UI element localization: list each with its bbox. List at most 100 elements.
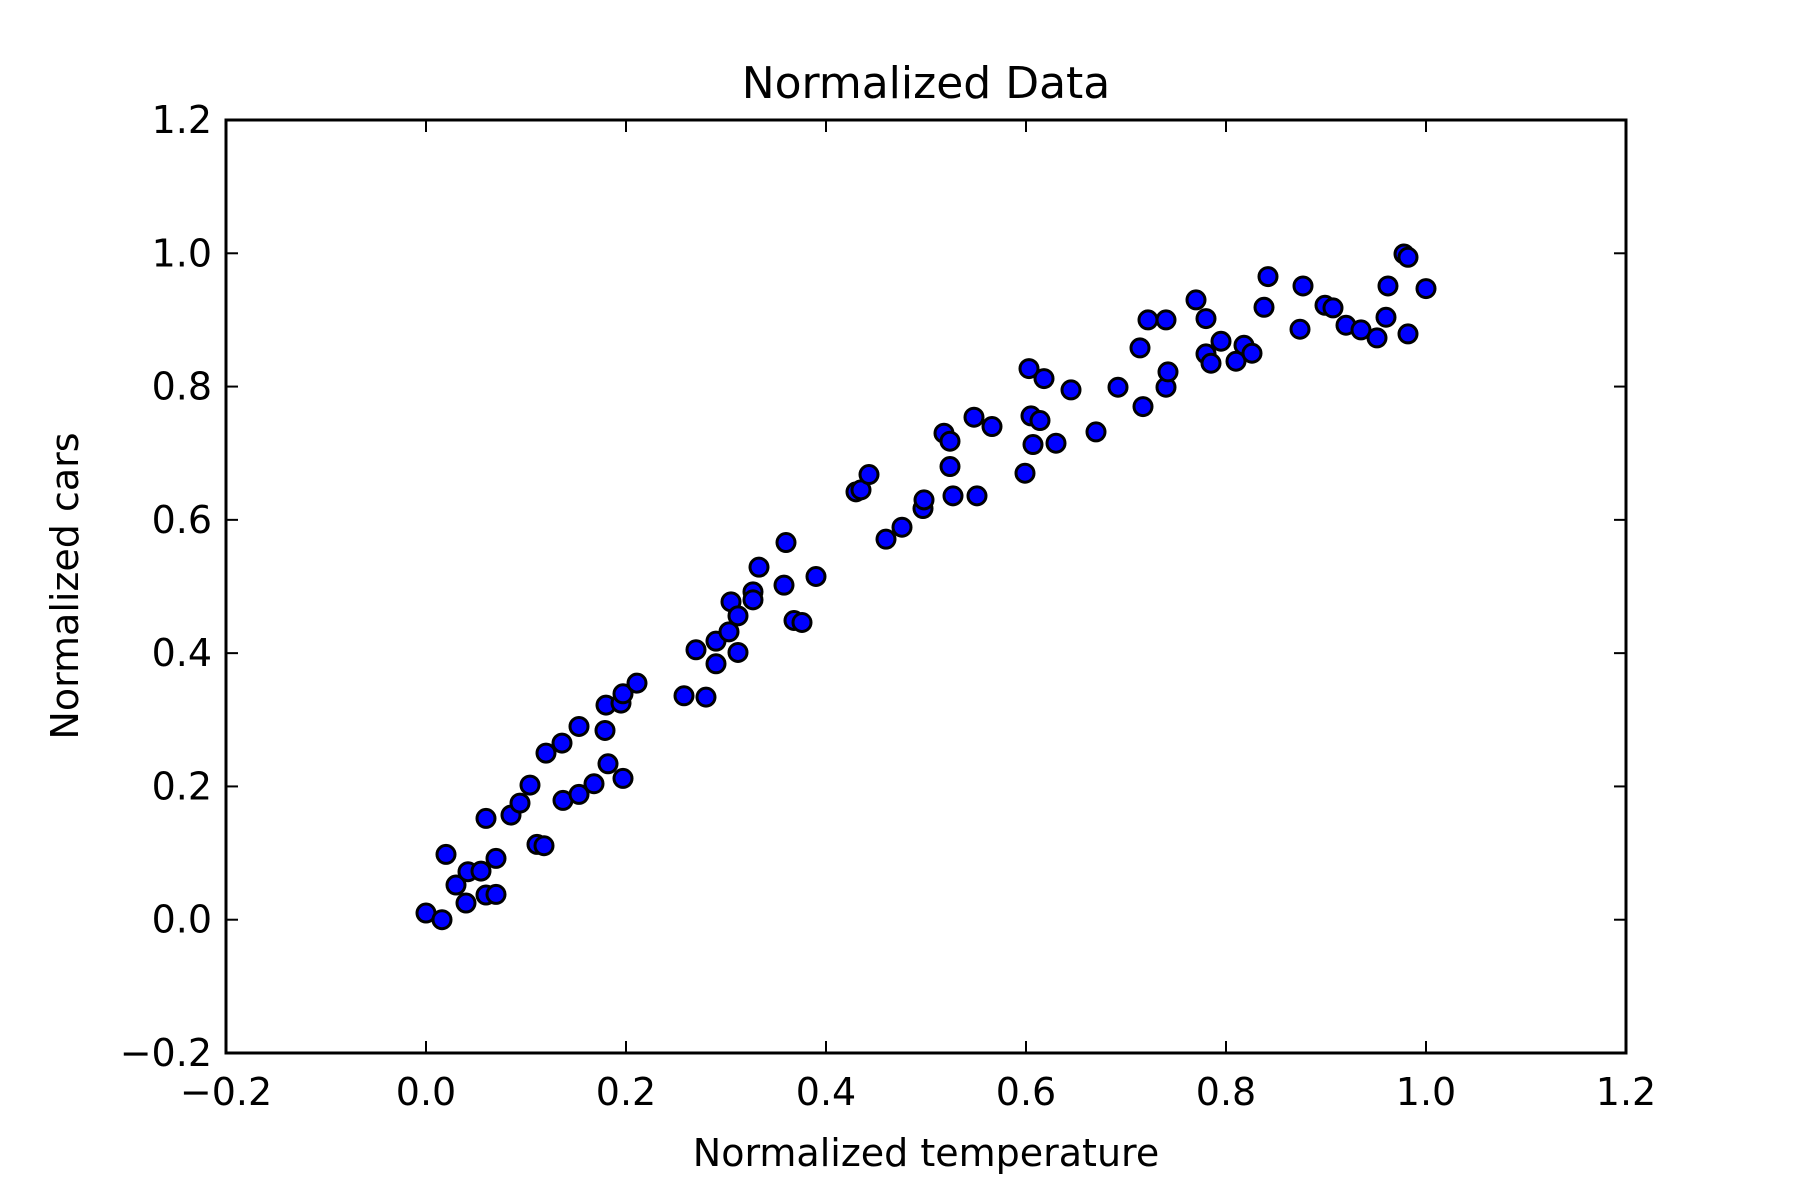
data-point (1253, 296, 1275, 318)
data-point (1018, 358, 1040, 380)
data-point (509, 792, 531, 814)
data-point (1210, 330, 1232, 352)
data-point (568, 715, 590, 737)
data-point (1375, 306, 1397, 328)
data-point (1045, 432, 1067, 454)
data-point (718, 621, 740, 643)
data-point (1377, 275, 1399, 297)
data-point (1060, 379, 1082, 401)
x-tick-label: 0.8 (1196, 1070, 1256, 1114)
y-tick-label: 1.0 (152, 231, 212, 275)
data-point (1155, 309, 1177, 331)
data-point (1022, 434, 1044, 456)
data-point (485, 883, 507, 905)
data-point (1397, 323, 1419, 345)
y-tick-label: 0.4 (152, 631, 212, 675)
x-tick-label: 0.0 (396, 1070, 456, 1114)
data-point (533, 835, 555, 857)
data-point (891, 516, 913, 538)
data-point (875, 528, 897, 550)
y-tick-label: −0.2 (120, 1031, 212, 1075)
y-tick-label: 1.2 (152, 98, 212, 142)
data-point (594, 719, 616, 741)
data-point (1137, 309, 1159, 331)
data-point (805, 566, 827, 588)
y-tick-label: 0.0 (152, 898, 212, 942)
data-point (1129, 337, 1151, 359)
data-point (1241, 342, 1263, 364)
data-point (1350, 319, 1372, 341)
x-tick-label: 0.4 (796, 1070, 856, 1114)
data-point (939, 430, 961, 452)
data-point (612, 767, 634, 789)
data-point (942, 485, 964, 507)
data-point (431, 909, 453, 931)
data-point (963, 406, 985, 428)
data-point (597, 753, 619, 775)
data-point (913, 489, 935, 511)
data-point (981, 416, 1003, 438)
data-point (1185, 289, 1207, 311)
data-point (626, 672, 648, 694)
data-point (966, 485, 988, 507)
data-point (568, 783, 590, 805)
data-point (435, 843, 457, 865)
data-point (470, 860, 492, 882)
data-point (583, 773, 605, 795)
data-point (612, 683, 634, 705)
data-point (727, 641, 749, 663)
x-tick-label: 0.2 (596, 1070, 656, 1114)
data-point (1200, 352, 1222, 374)
data-point (858, 464, 880, 486)
data-point (1257, 266, 1279, 288)
chart-title: Normalized Data (742, 58, 1111, 109)
data-point (1029, 410, 1051, 432)
data-point (939, 456, 961, 478)
data-point (1107, 376, 1129, 398)
data-point (1366, 327, 1388, 349)
data-point (519, 774, 541, 796)
data-point (705, 653, 727, 675)
data-point (727, 605, 749, 627)
data-point (1322, 297, 1344, 319)
data-point (791, 611, 813, 633)
data-point (455, 892, 477, 914)
data-points (415, 243, 1437, 931)
y-axis-label: Normalized cars (43, 432, 87, 739)
data-point (1157, 361, 1179, 383)
data-point (551, 732, 573, 754)
data-point (673, 685, 695, 707)
data-point (1085, 421, 1107, 443)
data-point (742, 589, 764, 611)
data-point (685, 639, 707, 661)
data-point (485, 847, 507, 869)
data-point (1195, 308, 1217, 330)
data-point (748, 556, 770, 578)
data-point (1415, 278, 1437, 300)
data-point (1033, 368, 1055, 390)
data-point (1292, 275, 1314, 297)
data-point (695, 686, 717, 708)
data-point (1014, 462, 1036, 484)
y-tick-label: 0.6 (152, 498, 212, 542)
data-point (1397, 246, 1419, 268)
data-point (1289, 318, 1311, 340)
data-point (1132, 396, 1154, 418)
y-axis-ticks: −0.2 0.0 0.2 0.4 0.6 0.8 1.0 1.2 (120, 98, 1626, 1075)
x-axis-ticks: −0.2 0.0 0.2 0.4 0.6 0.8 1.0 1.2 (180, 120, 1656, 1114)
data-point (445, 874, 467, 896)
data-point (475, 807, 497, 829)
data-point (775, 532, 797, 554)
y-tick-label: 0.8 (152, 365, 212, 409)
plot-frame (224, 118, 1628, 1055)
x-tick-label: 0.6 (996, 1070, 1056, 1114)
x-tick-label: 1.2 (1596, 1070, 1656, 1114)
data-point (773, 574, 795, 596)
x-tick-label: 1.0 (1396, 1070, 1456, 1114)
y-tick-label: 0.2 (152, 764, 212, 808)
x-axis-label: Normalized temperature (693, 1131, 1159, 1175)
data-point (535, 742, 557, 764)
x-tick-label: −0.2 (180, 1070, 272, 1114)
data-point (1225, 350, 1247, 372)
